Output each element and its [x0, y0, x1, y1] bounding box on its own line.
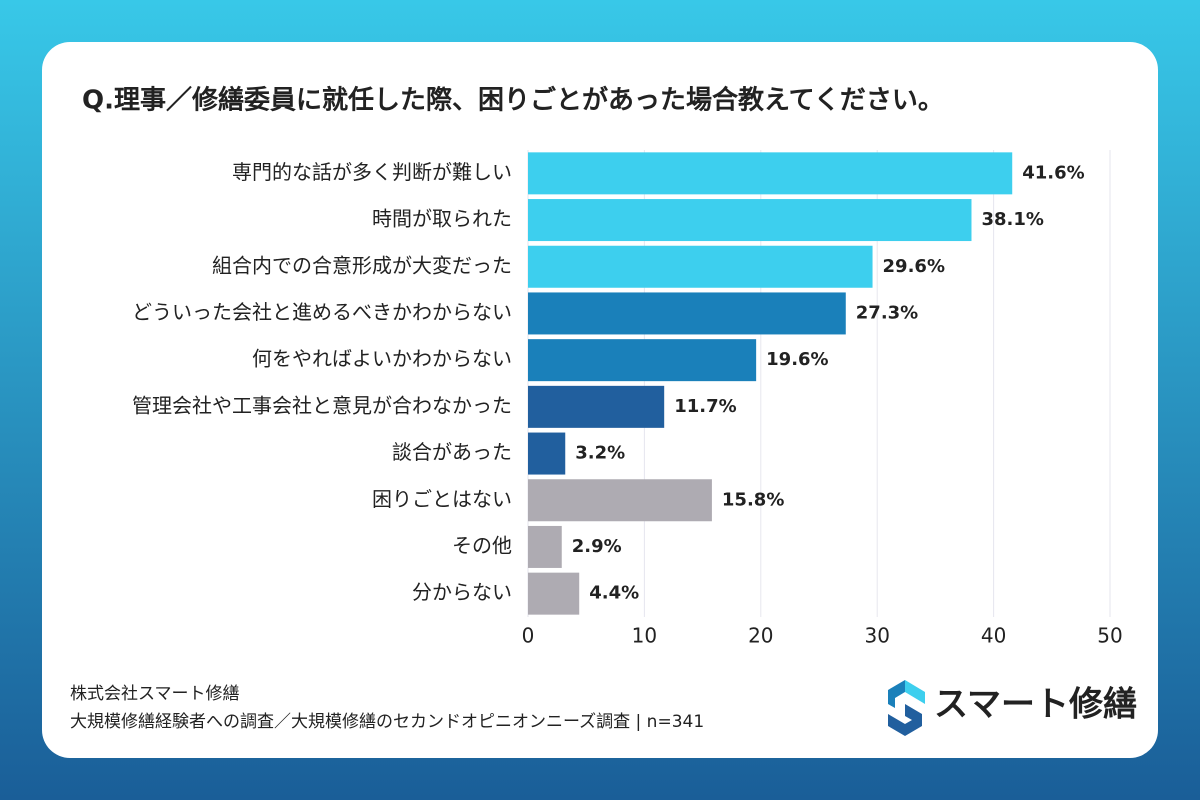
y-tick-label: 何をやればよいかわからない: [252, 347, 512, 371]
bar: [528, 199, 972, 242]
bar: [528, 292, 846, 335]
y-tick-label: 分からない: [412, 580, 512, 604]
y-tick-label: 談合があった: [392, 440, 512, 464]
plot: 0 10 20 30 40 50 専門的な話が多く判断が難しい 41.6% 時間が取られた 38.…: [132, 150, 1123, 648]
x-tick-label: 10: [632, 624, 657, 648]
source-line: 株式会社スマート修繕: [70, 684, 240, 704]
logo-icon: [888, 680, 925, 736]
logo-text: スマート修繕: [934, 685, 1137, 725]
y-tick-label: 管理会社や工事会社と意見が合わなかった: [132, 393, 512, 417]
x-tick-label: 50: [1097, 624, 1122, 648]
bar: [528, 385, 665, 428]
y-tick-label: その他: [452, 533, 512, 557]
chart-title: Q.理事／修繕委員に就任した際、困りごとがあった場合教えてください。: [82, 85, 944, 116]
bar: [528, 572, 580, 615]
y-tick-label: どういった会社と進めるべきかわからない: [132, 300, 512, 324]
bar: [528, 339, 757, 382]
value-label: 2.9%: [572, 536, 622, 557]
y-tick-label: 時間が取られた: [372, 207, 512, 231]
bar: [528, 432, 566, 475]
value-label: 3.2%: [575, 443, 625, 464]
bar: [528, 525, 562, 568]
y-tick-label: 困りごとはない: [372, 487, 512, 511]
bar: [528, 152, 1013, 195]
x-tick-label: 20: [748, 624, 773, 648]
value-label: 29.6%: [883, 256, 945, 277]
x-tick-label: 0: [522, 624, 535, 648]
x-tick-label: 30: [864, 624, 889, 648]
value-label: 19.6%: [766, 349, 828, 370]
x-tick-label: 40: [981, 624, 1006, 648]
value-label: 41.6%: [1022, 162, 1084, 183]
bar: [528, 479, 712, 522]
value-label: 4.4%: [589, 583, 639, 604]
y-tick-label: 組合内での合意形成が大変だった: [212, 253, 512, 277]
y-tick-label: 専門的な話が多く判断が難しい: [232, 160, 512, 184]
source-line: 大規模修繕経験者への調査／大規模修繕のセカンドオピニオンニーズ調査 | n=34…: [70, 712, 704, 732]
bar: [528, 245, 873, 288]
value-label: 11.7%: [674, 396, 736, 417]
value-label: 15.8%: [722, 489, 784, 510]
value-label: 27.3%: [856, 302, 918, 323]
value-label: 38.1%: [981, 209, 1043, 230]
